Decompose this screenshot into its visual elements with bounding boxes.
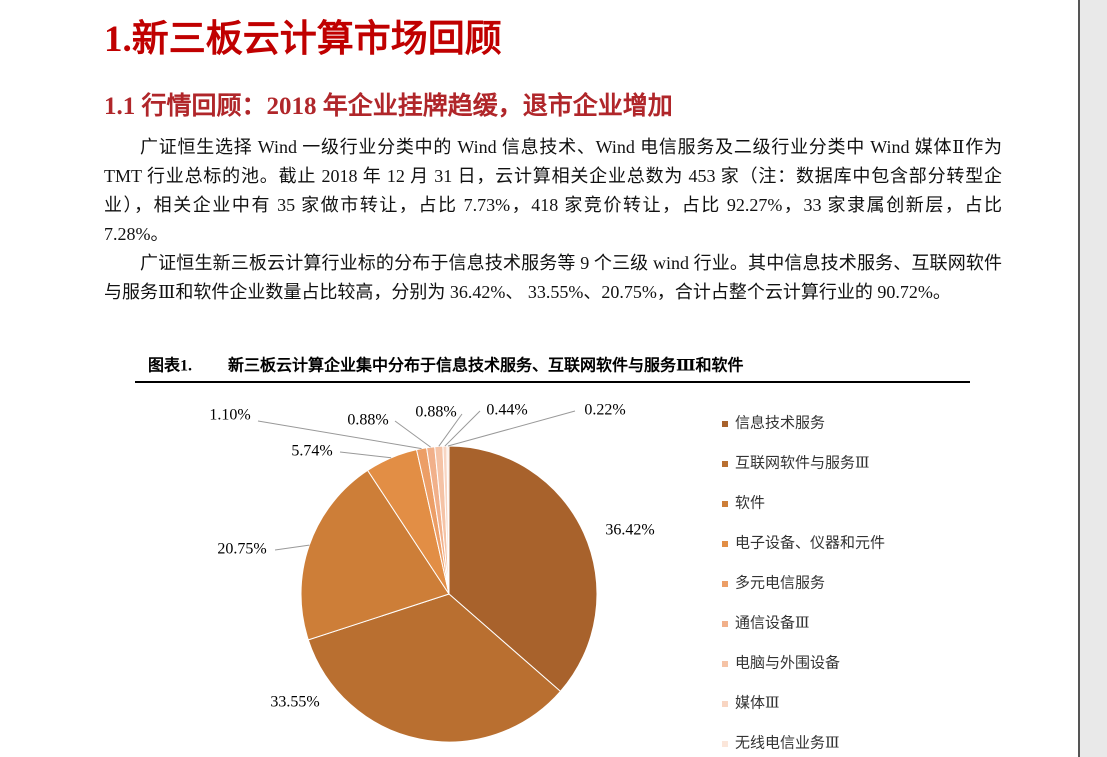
pie-slice: [307, 593, 562, 743]
pie-slice: [300, 469, 450, 641]
legend-label: 无线电信业务Ⅲ: [735, 734, 839, 751]
legend-swatch: [722, 501, 728, 507]
legend-label: 电脑与外围设备: [735, 654, 840, 671]
data-label: 0.88%: [347, 412, 388, 429]
data-label: 33.55%: [270, 694, 319, 711]
legend-swatch: [722, 661, 728, 667]
subheading: 1.1 行情回顾：2018 年企业挂牌趋缓，退市企业增加: [104, 93, 673, 120]
side-bar: [1078, 0, 1107, 757]
leader-line: [394, 420, 431, 448]
data-label: 20.75%: [217, 541, 266, 558]
legend-swatch: [722, 701, 728, 707]
legend-swatch: [722, 541, 728, 547]
chart-title: 新三板云计算企业集中分布于信息技术服务、互联网软件与服务Ⅲ和软件: [228, 356, 744, 375]
data-label: 0.44%: [486, 402, 527, 419]
legend-label: 通信设备Ⅲ: [735, 614, 809, 631]
legend-swatch: [722, 421, 728, 427]
data-label: 36.42%: [605, 522, 654, 539]
data-label: 1.10%: [209, 407, 250, 424]
leader-line: [274, 544, 310, 551]
body-text: 广证恒生选择 Wind 一级行业分类中的 Wind 信息技术、Wind 电信服务…: [104, 133, 1002, 307]
legend-label: 电子设备、仪器和元件: [735, 534, 885, 551]
pie-slice: [448, 445, 598, 693]
chart: 图表1. 新三板云计算企业集中分布于信息技术服务、互联网软件与服务Ⅲ和软件 36…: [135, 356, 970, 751]
leader-line: [447, 410, 576, 447]
leader-line: [339, 451, 392, 459]
legend-label: 媒体Ⅲ: [735, 694, 779, 711]
legend-label: 互联网软件与服务Ⅲ: [735, 454, 869, 471]
legend-label: 信息技术服务: [735, 414, 825, 431]
data-label: 5.74%: [291, 443, 332, 460]
data-label: 0.22%: [584, 402, 625, 419]
paragraph: 广证恒生选择 Wind 一级行业分类中的 Wind 信息技术、Wind 电信服务…: [104, 137, 1003, 244]
heading: 1.新三板云计算市场回顾: [104, 19, 502, 60]
leader-line: [444, 410, 481, 447]
legend-swatch: [722, 741, 728, 747]
data-label: 0.88%: [415, 404, 456, 421]
chart-label: 图表1.: [148, 356, 192, 375]
leader-line: [438, 413, 463, 447]
legend-swatch: [722, 621, 728, 627]
legend-swatch: [722, 581, 728, 587]
leader-line: [257, 420, 422, 450]
legend-swatch: [722, 461, 728, 467]
paragraph: 广证恒生新三板云计算行业标的分布于信息技术服务等 9 个三级 wind 行业。其…: [104, 253, 1002, 302]
legend-label: 软件: [735, 494, 765, 511]
legend-label: 多元电信服务: [735, 574, 825, 591]
